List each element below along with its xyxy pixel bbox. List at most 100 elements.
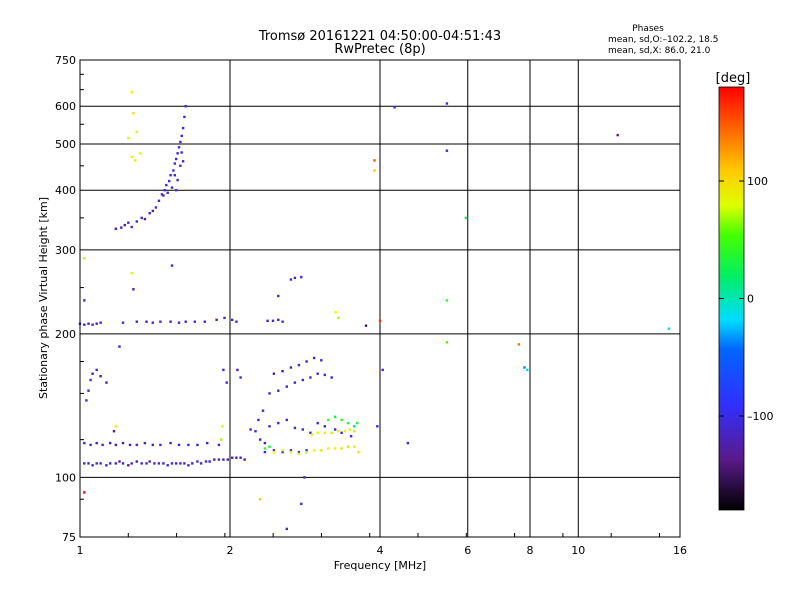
data-point: [289, 450, 293, 454]
data-point: [191, 462, 194, 465]
data-point: [138, 152, 142, 155]
data-point: [162, 194, 165, 197]
data-point: [364, 324, 368, 327]
data-point: [181, 160, 185, 163]
data-point: [293, 381, 297, 384]
data-point: [99, 321, 102, 324]
data-point: [222, 458, 225, 461]
data-point: [297, 363, 301, 367]
data-point: [145, 320, 148, 323]
data-point: [109, 441, 112, 445]
data-point: [285, 418, 288, 422]
data-point: [445, 299, 449, 302]
data-point: [83, 323, 86, 326]
data-point: [83, 491, 86, 494]
data-point: [91, 372, 94, 375]
data-point: [235, 320, 238, 323]
data-point: [263, 450, 267, 454]
data-point: [667, 327, 671, 330]
data-point: [333, 415, 337, 418]
data-point: [121, 462, 125, 465]
chart-title: Tromsø 20161221 04:50:00-04:51:43: [258, 29, 501, 44]
data-point: [323, 425, 326, 428]
data-point: [179, 164, 182, 167]
chart-subtitle: RwPretec (8p): [334, 42, 425, 57]
data-point: [130, 155, 133, 158]
data-point: [168, 179, 171, 183]
data-point: [95, 441, 98, 445]
data-point: [236, 368, 239, 372]
data-point: [135, 130, 138, 134]
data-point: [257, 418, 260, 422]
data-point: [181, 126, 185, 130]
data-point: [310, 433, 314, 436]
data-point: [340, 418, 343, 422]
data-point: [163, 189, 166, 192]
data-point: [309, 431, 312, 434]
data-point: [87, 462, 90, 465]
data-point: [184, 105, 187, 108]
data-point: [166, 191, 169, 194]
data-point: [340, 431, 343, 434]
data-point: [169, 174, 172, 177]
data-point: [217, 443, 221, 447]
data-point: [353, 430, 356, 433]
data-point: [220, 438, 223, 441]
data-point: [222, 368, 225, 372]
data-point: [293, 426, 297, 430]
data-point: [121, 321, 125, 324]
data-point: [343, 430, 346, 433]
data-point: [243, 458, 246, 461]
data-point: [327, 418, 330, 422]
y-tick-label: 500: [55, 138, 76, 151]
data-point: [221, 425, 224, 428]
x-tick-label: 16: [673, 544, 687, 557]
data-point: [127, 136, 130, 140]
data-point: [169, 441, 172, 445]
data-point: [334, 311, 337, 314]
data-point: [333, 447, 337, 450]
data-point: [259, 498, 262, 501]
data-point: [148, 212, 151, 215]
data-point: [91, 464, 94, 467]
data-point: [346, 445, 350, 448]
data-point: [320, 449, 323, 452]
data-point: [140, 462, 143, 465]
data-point: [373, 159, 376, 162]
data-point: [173, 174, 176, 177]
x-tick-label: 6: [464, 544, 471, 557]
data-point: [135, 220, 138, 223]
y-tick-label: 100: [55, 471, 76, 484]
data-point: [130, 462, 133, 465]
data-point: [327, 447, 330, 450]
data-point: [177, 443, 181, 447]
data-point: [301, 378, 304, 382]
data-point: [356, 421, 359, 425]
data-point: [316, 431, 319, 434]
data-point: [312, 449, 316, 452]
data-point: [128, 443, 132, 447]
data-point: [293, 276, 297, 280]
x-tick-label: 2: [227, 544, 234, 557]
data-point: [213, 458, 216, 461]
data-point: [114, 227, 117, 230]
colorbar-tick-label: –100: [747, 410, 774, 423]
data-point: [464, 216, 468, 220]
data-point: [145, 462, 148, 465]
data-point: [330, 376, 333, 379]
data-point: [268, 425, 271, 428]
colorbar-label: [deg]: [716, 71, 751, 86]
data-point: [305, 449, 308, 452]
data-point: [203, 320, 206, 323]
data-point: [114, 443, 117, 447]
data-point: [89, 443, 92, 447]
data-point: [305, 450, 308, 454]
data-point: [177, 321, 181, 324]
y-tick-label: 400: [55, 184, 76, 197]
data-point: [173, 162, 176, 165]
data-point: [206, 441, 209, 445]
data-point: [231, 318, 234, 321]
data-point: [217, 458, 221, 461]
x-axis-ticks: 1 2 4 6 8 10 16: [77, 533, 687, 557]
